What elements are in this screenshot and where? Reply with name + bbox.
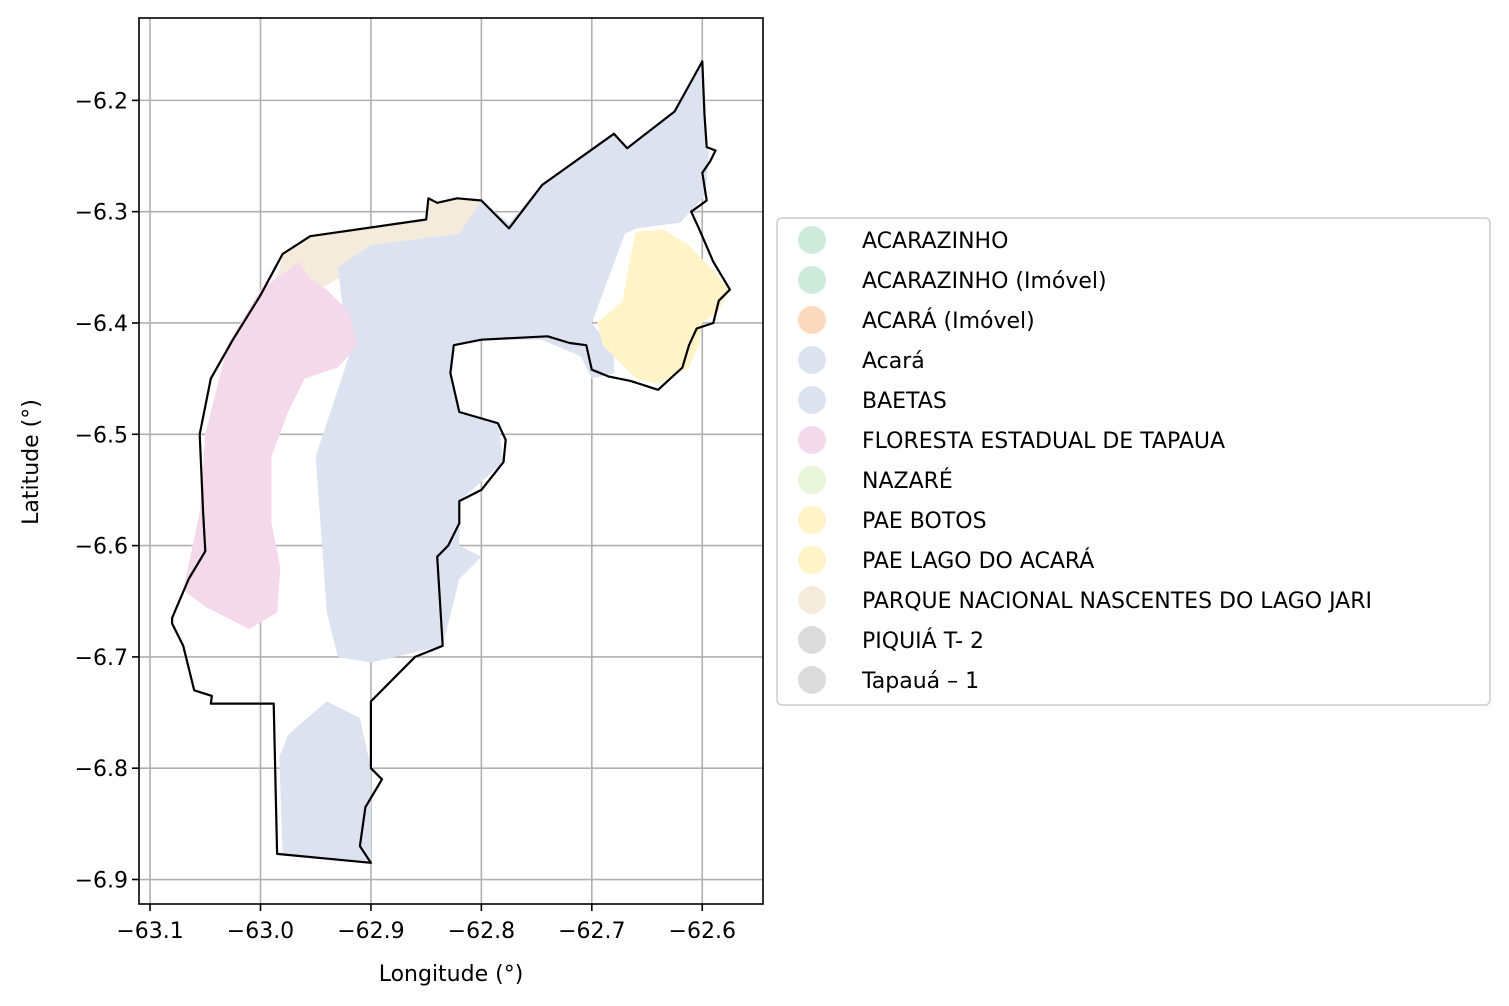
legend-label: BAETAS: [862, 389, 947, 414]
legend-frame: [776, 217, 1491, 706]
legend-label: PAE LAGO DO ACARÁ: [862, 548, 1094, 574]
y-tick-label: −6.6: [75, 535, 128, 560]
legend-label: Acará: [862, 349, 925, 374]
x-axis-label: Longitude (°): [379, 962, 524, 987]
legend-label: FLORESTA ESTADUAL DE TAPAUA: [862, 429, 1225, 454]
region-polygon: [279, 701, 371, 863]
y-axis-label: Latitude (°): [19, 399, 44, 525]
legend-marker: [798, 626, 826, 654]
y-tick-label: −6.7: [75, 646, 128, 671]
x-tick-label: −62.6: [669, 919, 736, 944]
legend-marker: [798, 266, 826, 294]
region-polygon: [183, 261, 358, 630]
legend-marker: [798, 306, 826, 334]
legend-marker: [798, 586, 826, 614]
x-tick-label: −62.8: [448, 919, 515, 944]
y-tick-label: −6.4: [75, 312, 128, 337]
map-regions: [183, 61, 730, 863]
legend-marker: [798, 506, 826, 534]
x-tick-label: −62.9: [337, 919, 404, 944]
legend-label: ACARÁ (Imóvel): [862, 308, 1035, 334]
legend-marker: [798, 546, 826, 574]
y-tick-label: −6.9: [75, 869, 128, 894]
legend: ACARAZINHO ACARAZINHO (Imóvel) ACARÁ (Imóv…: [776, 217, 1491, 706]
map-outline: [171, 60, 732, 864]
region-polygon: [315, 61, 709, 663]
legend-label: PAE BOTOS: [862, 509, 987, 534]
y-tick-label: −6.2: [75, 89, 128, 114]
legend-label: PIQUIÁ T- 2: [862, 628, 984, 654]
x-tick-label: −63.0: [227, 919, 294, 944]
legend-marker: [798, 666, 826, 694]
plot-frame: [138, 17, 764, 905]
y-tick-label: −6.5: [75, 423, 128, 448]
legend-marker: [798, 226, 826, 254]
legend-label: Tapauá – 1: [861, 669, 979, 694]
x-tick-label: −62.7: [558, 919, 625, 944]
axis-ticks: −63.1 −63.0 −62.9 −62.8 −62.7 −62.6 −6.2 −6.3 −6…: [75, 89, 736, 944]
legend-label: ACARAZINHO: [862, 229, 1008, 254]
legend-label: PARQUE NACIONAL NASCENTES DO LAGO JARI: [862, 589, 1372, 614]
legend-marker: [798, 346, 826, 374]
y-tick-label: −6.8: [75, 757, 128, 782]
legend-marker: [798, 386, 826, 414]
municipality-outline: [171, 60, 732, 864]
legend-marker: [798, 466, 826, 494]
legend-label: NAZARÉ: [862, 468, 953, 494]
x-tick-label: −63.1: [116, 919, 183, 944]
legend-marker: [798, 426, 826, 454]
region-polygon: [597, 229, 730, 385]
y-tick-label: −6.3: [75, 201, 128, 226]
legend-label: ACARAZINHO (Imóvel): [862, 269, 1107, 294]
